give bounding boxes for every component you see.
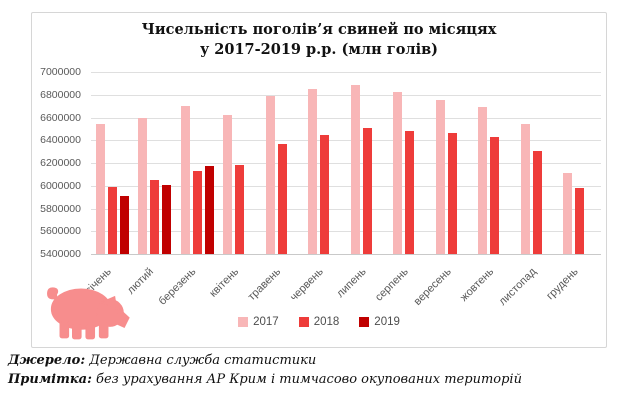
x-tick-label-грудень: грудень (544, 265, 581, 303)
x-tick-label-листопад: листопад (496, 265, 539, 308)
gridline (91, 231, 601, 233)
x-tick-label-березень: березень (156, 265, 199, 308)
legend-swatch-2017 (238, 317, 249, 327)
bar-2017-квітень (223, 115, 233, 254)
bar-2017-червень (308, 89, 318, 254)
bar-2018-травень (277, 143, 287, 254)
bar-2017-липень (350, 84, 360, 254)
gridline (91, 254, 601, 255)
gridline (91, 140, 601, 142)
legend: 2017 2018 2019 (32, 316, 606, 328)
x-tick-label-липень: липень (334, 265, 369, 301)
legend-item-2019: 2019 (359, 316, 400, 328)
bar-2017-жовтень (478, 107, 488, 254)
bar-2019-лютий (162, 184, 172, 254)
bar-2019-березень (204, 166, 214, 254)
note-text: без урахування АР Крим і тимчасово окупо… (91, 372, 522, 387)
bar-group-квітень (219, 72, 262, 254)
legend-label-2019: 2019 (374, 316, 400, 328)
bar-group-листопад (516, 72, 559, 254)
y-tick-label: 6400000 (40, 134, 81, 147)
bar-group-жовтень (474, 72, 517, 254)
legend-label-2017: 2017 (253, 316, 279, 328)
bar-2019-січень (119, 196, 129, 254)
bar-2018-квітень (235, 165, 245, 254)
bar-group-липень (346, 72, 389, 254)
bar-group-травень (261, 72, 304, 254)
bar-2018-серпень (405, 131, 415, 254)
gridline (91, 94, 601, 96)
bar-2018-лютий (150, 180, 160, 254)
legend-swatch-2018 (298, 317, 309, 327)
bar-group-лютий (134, 72, 177, 254)
y-tick-label: 5600000 (40, 225, 81, 238)
bar-group-серпень (389, 72, 432, 254)
x-tick-label-серпень: серпень (373, 265, 411, 304)
y-tick-label: 6200000 (40, 157, 81, 169)
bar-group-грудень (559, 72, 602, 254)
x-tick-label-вересень: вересень (411, 265, 454, 308)
legend-swatch-2019 (359, 317, 370, 327)
legend-item-2018: 2018 (298, 316, 340, 328)
bar-2017-серпень (393, 92, 403, 254)
bar-2017-січень (95, 124, 105, 254)
chart-title-line-1: Чисельність поголів’я свиней по місяцях (141, 21, 497, 38)
bar-group-червень (304, 72, 347, 254)
pig-icon (47, 287, 130, 340)
chart-footer: Джерело: Державна служба статистики Прим… (8, 351, 608, 389)
plot-area: січень лютий березень квітень травень червень… (83, 72, 601, 308)
bar-2017-лютий (138, 117, 148, 254)
x-tick-label-жовтень: жовтень (457, 265, 496, 304)
legend-item-2017: 2017 (238, 316, 279, 328)
y-axis-labels: 7000000 6800000 6600000 6400000 6200000 60000… (32, 66, 81, 260)
bar-2018-жовтень (490, 136, 500, 254)
x-tick-label-квітень: квітень (207, 265, 241, 300)
bar-2017-грудень (563, 173, 573, 254)
gridline (91, 163, 601, 164)
chart-frame: Чисельність поголів’я свиней по місяцях … (31, 12, 607, 348)
gridline (91, 208, 601, 210)
bar-2018-вересень (447, 133, 457, 254)
bar-group-вересень (431, 72, 474, 254)
bar-2018-березень (192, 170, 202, 254)
legend-label-2018: 2018 (313, 316, 340, 328)
note-line: Примітка: без урахування АР Крим і тимча… (8, 370, 608, 389)
x-tick-label-травень: травень (246, 265, 284, 304)
source-label: Джерело: (8, 353, 86, 368)
y-tick-label: 5400000 (40, 248, 81, 260)
chart-title-line-2: у 2017-2019 р.р. (млн голів) (199, 41, 439, 58)
gridline (91, 72, 601, 73)
bar-2017-листопад (520, 124, 530, 254)
bar-2017-травень (265, 95, 275, 254)
bar-2017-вересень (435, 100, 445, 254)
y-tick-label: 7000000 (40, 66, 81, 78)
x-axis-labels: січень лютий березень квітень травень червень… (83, 254, 601, 314)
bar-group-березень (176, 72, 219, 254)
bar-2018-червень (320, 134, 330, 254)
source-line: Джерело: Державна служба статистики (8, 351, 608, 370)
bar-2017-березень (180, 106, 190, 254)
gridline (91, 117, 601, 119)
y-tick-label: 6800000 (40, 88, 81, 101)
bar-2018-січень (107, 186, 117, 254)
bars-layer (91, 72, 601, 254)
y-tick-label: 6000000 (40, 179, 81, 192)
chart-title: Чисельність поголів’я свиней по місяцях … (32, 20, 606, 60)
bar-2018-липень (362, 127, 372, 254)
gridline (91, 185, 601, 187)
y-tick-label: 6600000 (40, 111, 81, 124)
note-label: Примітка: (8, 372, 92, 387)
x-tick-label-червень: червень (288, 265, 326, 304)
bar-2018-грудень (575, 188, 585, 254)
bar-group-січень (91, 72, 134, 254)
bar-2018-листопад (532, 150, 542, 254)
y-tick-label: 5800000 (40, 202, 81, 215)
source-text: Державна служба статистики (85, 353, 317, 368)
